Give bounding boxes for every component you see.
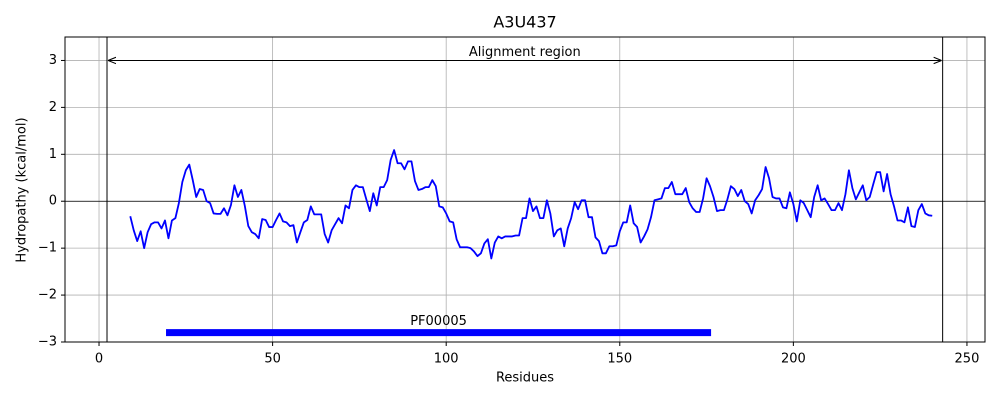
x-tick-label: 150: [607, 352, 632, 367]
y-tick-label: 1: [49, 147, 57, 162]
x-tick-label: 0: [95, 352, 103, 367]
x-tick-label: 200: [781, 352, 806, 367]
y-tick-label: 3: [49, 53, 57, 68]
region-label: Alignment region: [469, 45, 581, 60]
y-tick-label: −3: [38, 335, 57, 350]
x-tick-label: 50: [264, 352, 281, 367]
x-axis-label: Residues: [496, 371, 554, 386]
y-tick-label: −2: [38, 288, 57, 303]
x-tick-label: 100: [434, 352, 459, 367]
y-tick-label: 2: [49, 100, 57, 115]
y-tick-label: −1: [38, 241, 57, 256]
hydropathy-line: [129, 149, 933, 260]
x-tick-label: 250: [955, 352, 980, 367]
chart-title: A3U437: [493, 13, 556, 32]
domain-bar: [166, 329, 712, 337]
y-axis-label: Hydropathy (kcal/mol): [15, 117, 30, 262]
domain-label: PF00005: [410, 314, 467, 329]
plot-frame: [64, 36, 986, 343]
y-tick-label: 0: [49, 194, 57, 209]
